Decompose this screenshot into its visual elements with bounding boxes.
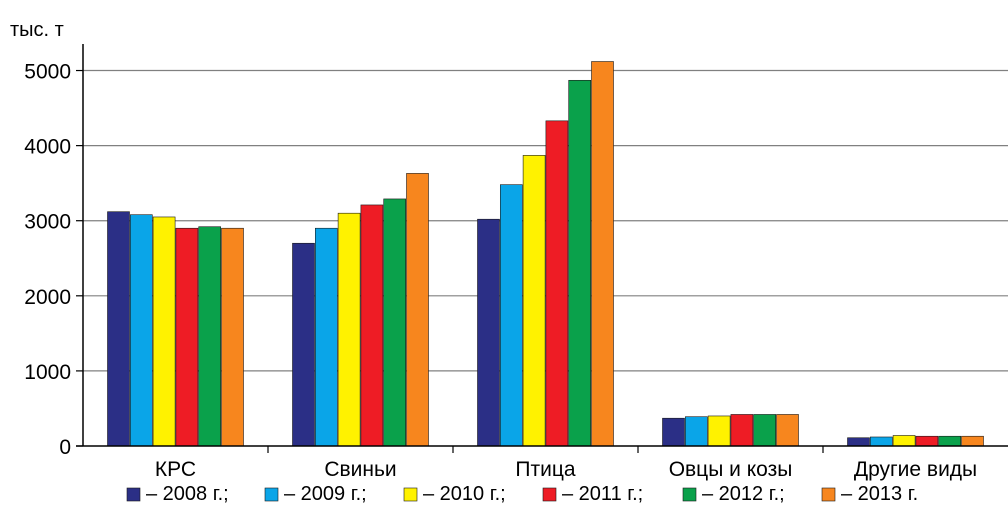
bar [314,227,338,447]
axes [76,44,1008,453]
legend-swatch [821,487,836,502]
bar [545,120,569,447]
bar [707,415,731,447]
bar [892,435,916,447]
legend-label: – 2011 г.; [562,483,643,505]
y-tick-label: 5000 [24,61,71,84]
legend-label: – 2010 г.; [423,483,506,505]
x-tick-label: КРС [155,458,196,481]
bar [869,436,893,447]
y-axis-label: тыс. т [10,19,64,41]
bar [107,211,130,447]
y-tick-labels: 0 1000 2000 3000 4000 5000 [24,61,71,459]
y-tick-label: 1000 [24,361,71,384]
bar [477,218,500,447]
bar [406,173,429,447]
bar [360,204,384,447]
bar [152,216,176,447]
legend-swatch [542,487,557,502]
x-tick-label: Свиньи [324,458,396,481]
bar [568,79,592,447]
bars [107,61,984,447]
bar [591,61,614,447]
bar [221,227,244,447]
bar [730,414,754,447]
legend-label: – 2009 г.; [284,483,367,505]
y-tick-label: 0 [59,436,71,459]
x-tick-label: Птица [515,458,575,481]
y-tick-label: 2000 [24,286,71,309]
y-tick-label: 3000 [24,211,71,234]
bar [847,437,870,447]
bar [753,414,777,447]
bar [198,226,221,447]
legend: – 2008 г.; – 2009 г.; – 2010 г.; – 2011 г.;… [126,483,918,505]
legend-swatch [126,487,141,502]
legend-label: – 2013 г. [841,483,918,505]
bar [499,184,523,447]
bar [522,155,546,447]
legend-label: – 2012 г.; [702,483,785,505]
bar [915,435,939,447]
x-tick-labels: КРС Свиньи Птица Овцы и козы Другие виды [155,458,977,481]
y-tick-label: 4000 [24,136,71,159]
bar [938,435,962,447]
x-tick-label: Другие виды [854,458,977,481]
bar [961,435,984,447]
legend-swatch [682,487,697,502]
bar [337,212,361,447]
bar [130,214,153,447]
bar [776,414,799,447]
legend-swatch [403,487,418,502]
legend-label: – 2008 г.; [146,483,229,505]
bar [684,416,708,447]
bar [383,198,407,447]
x-tick-label: Овцы и козы [669,458,793,481]
bar [292,242,315,447]
bar [175,227,199,447]
legend-swatch [264,487,279,502]
bar [662,417,685,447]
